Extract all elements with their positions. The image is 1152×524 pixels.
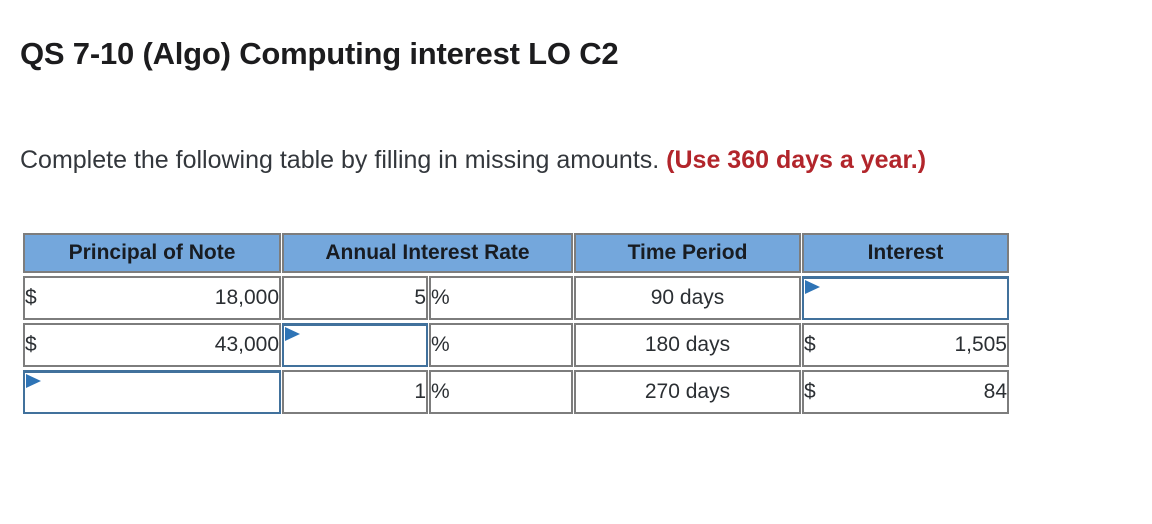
interest-answer-cell bbox=[802, 276, 1009, 320]
time-period-cell: 180 days bbox=[574, 323, 801, 367]
principal-answer-cell bbox=[23, 370, 281, 414]
question-title: QS 7-10 (Algo) Computing interest LO C2 bbox=[20, 36, 619, 71]
time-period-cell: 90 days bbox=[574, 276, 801, 320]
column-header-annual-interest-rate: Annual Interest Rate bbox=[282, 233, 573, 273]
column-header-interest: Interest bbox=[802, 233, 1009, 273]
rate-answer-cell bbox=[282, 323, 428, 367]
interest-answer-input[interactable] bbox=[804, 279, 1007, 318]
principal-answer-input[interactable] bbox=[25, 373, 279, 412]
instruction-text: Complete the following table by filling … bbox=[20, 146, 926, 175]
percent-sign-cell: % bbox=[429, 370, 573, 414]
rate-answer-input[interactable] bbox=[284, 326, 426, 365]
table-row: $ 43,000 % 180 days $ 1,505 bbox=[23, 323, 1009, 367]
time-period-cell: 270 days bbox=[574, 370, 801, 414]
principal-amount: 43,000 bbox=[214, 333, 279, 356]
header-row: Principal of Note Annual Interest Rate T… bbox=[23, 233, 1009, 273]
rate-cell: 1 bbox=[282, 370, 428, 414]
table-row: 1 % 270 days $ 84 bbox=[23, 370, 1009, 414]
percent-sign-cell: % bbox=[429, 323, 573, 367]
interest-table: Principal of Note Annual Interest Rate T… bbox=[22, 230, 1010, 417]
interest-amount: 1,505 bbox=[954, 333, 1007, 356]
principal-cell: $ 18,000 bbox=[23, 276, 281, 320]
rate-cell: 5 bbox=[282, 276, 428, 320]
interest-cell: $ 1,505 bbox=[802, 323, 1009, 367]
column-header-time-period: Time Period bbox=[574, 233, 801, 273]
table-row: $ 18,000 5 % 90 days bbox=[23, 276, 1009, 320]
currency-symbol: $ bbox=[25, 333, 37, 356]
instruction-main: Complete the following table by filling … bbox=[20, 146, 660, 174]
currency-symbol: $ bbox=[25, 286, 37, 309]
percent-sign-cell: % bbox=[429, 276, 573, 320]
column-header-principal-of-note: Principal of Note bbox=[23, 233, 281, 273]
interest-amount: 84 bbox=[983, 380, 1007, 403]
interest-cell: $ 84 bbox=[802, 370, 1009, 414]
currency-symbol: $ bbox=[804, 380, 816, 403]
instruction-emphasis: (Use 360 days a year.) bbox=[666, 146, 927, 174]
currency-symbol: $ bbox=[804, 333, 816, 356]
principal-amount: 18,000 bbox=[214, 286, 279, 309]
principal-cell: $ 43,000 bbox=[23, 323, 281, 367]
